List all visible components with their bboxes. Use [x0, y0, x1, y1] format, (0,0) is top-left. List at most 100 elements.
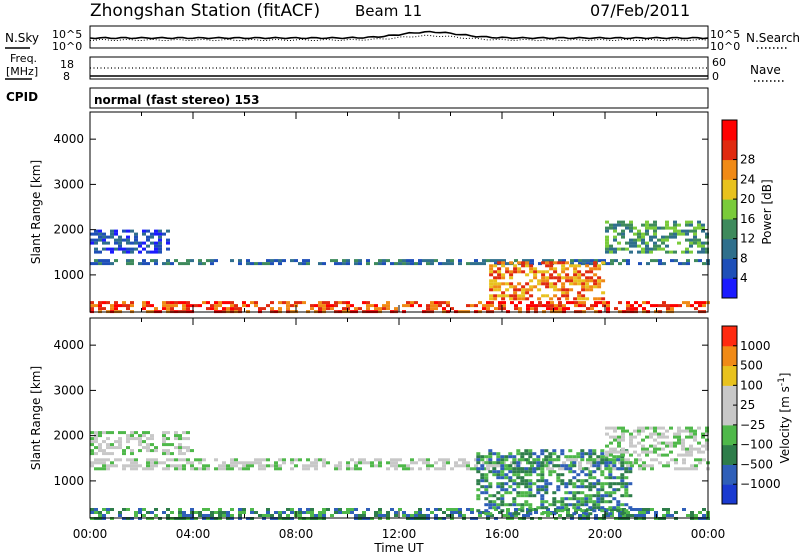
velocity-cell: [354, 514, 358, 517]
velocity-cell: [520, 509, 525, 513]
velocity-cell: [222, 464, 226, 468]
power-cell: [446, 301, 450, 305]
velocity-cell: [254, 461, 258, 465]
power-cell: [222, 301, 226, 305]
power-cell: [677, 223, 681, 227]
colorbar-tick-label: −500: [740, 457, 773, 471]
velocity-cell: [564, 455, 569, 459]
power-cell: [134, 232, 138, 236]
velocity-cell: [430, 511, 434, 514]
power-cell: [170, 262, 174, 266]
x-tick-label: 00:00: [691, 527, 726, 541]
power-cell: [621, 223, 625, 227]
velocity-cell: [338, 461, 342, 465]
velocity-cell: [414, 461, 418, 465]
velocity-cell: [674, 458, 678, 462]
velocity-cell: [406, 467, 410, 471]
velocity-cell: [594, 514, 598, 517]
power-cell: [513, 288, 518, 292]
velocity-cell: [584, 479, 589, 483]
velocity-cell: [480, 473, 485, 477]
power-cell: [653, 226, 657, 230]
power-cell: [493, 279, 498, 283]
power-cell: [98, 229, 102, 233]
velocity-cell: [186, 431, 190, 435]
velocity-cell: [532, 458, 537, 462]
velocity-cell: [338, 467, 342, 471]
velocity-cell: [701, 444, 705, 448]
velocity-cell: [394, 514, 398, 517]
velocity-cell: [572, 464, 577, 468]
velocity-cell: [488, 455, 493, 459]
power-cell: [517, 267, 522, 271]
velocity-cell: [462, 464, 466, 468]
velocity-cell: [540, 470, 545, 474]
power-cell: [521, 294, 526, 298]
power-cell: [150, 241, 154, 245]
velocity-cell: [286, 508, 290, 511]
velocity-cell: [514, 464, 518, 468]
power-cell: [702, 301, 706, 305]
velocity-cell: [613, 435, 617, 439]
velocity-cell: [638, 467, 642, 471]
power-cell: [605, 220, 609, 224]
velocity-cell: [126, 458, 130, 462]
velocity-cell: [106, 508, 110, 511]
power-cell: [126, 229, 130, 233]
velocity-cell: [338, 464, 342, 468]
power-cell: [518, 307, 522, 311]
velocity-cell: [572, 503, 577, 507]
power-cell: [613, 250, 617, 254]
velocity-cell: [266, 511, 270, 514]
velocity-cell: [230, 458, 234, 462]
velocity-cell: [560, 482, 565, 486]
power-cell: [701, 250, 705, 254]
power-cell: [622, 259, 626, 263]
velocity-cell: [446, 458, 450, 462]
velocity-cell: [438, 458, 442, 462]
power-cell: [629, 229, 633, 233]
power-cell: [178, 262, 182, 266]
velocity-cell: [548, 452, 553, 456]
power-cell: [666, 307, 670, 311]
velocity-cell: [628, 482, 633, 486]
velocity-cell: [544, 449, 549, 453]
power-cell: [573, 267, 578, 271]
power-cell: [354, 259, 358, 263]
power-cell: [537, 282, 542, 286]
velocity-cell: [476, 467, 481, 471]
power-cell: [318, 262, 322, 266]
velocity-cell: [386, 511, 390, 514]
velocity-cell: [588, 494, 593, 498]
power-cell: [557, 288, 562, 292]
power-cell: [162, 232, 166, 236]
velocity-cell: [596, 491, 601, 495]
velocity-cell: [114, 458, 118, 462]
velocity-cell: [617, 426, 621, 430]
freq-label: Freq.: [10, 52, 37, 65]
power-cell: [90, 241, 94, 245]
velocity-cell: [689, 429, 693, 433]
power-cell: [194, 304, 198, 308]
power-cell: [693, 241, 697, 245]
power-cell: [102, 238, 106, 242]
power-cell: [590, 262, 594, 266]
velocity-cell: [661, 435, 665, 439]
power-cell: [681, 229, 685, 233]
velocity-cell: [170, 464, 174, 468]
velocity-cell: [458, 464, 462, 468]
velocity-cell: [532, 452, 537, 456]
power-cell: [553, 285, 558, 289]
power-cell: [94, 250, 98, 254]
velocity-cell: [398, 508, 402, 511]
cpid-label: CPID: [6, 90, 38, 104]
velocity-cell: [690, 511, 694, 514]
velocity-cell: [118, 440, 122, 444]
power-cell: [270, 307, 274, 311]
velocity-cell: [566, 514, 570, 517]
power-cell: [166, 301, 170, 305]
power-cell: [613, 235, 617, 239]
power-cell: [565, 276, 570, 280]
power-cell: [517, 270, 522, 274]
velocity-cell: [626, 511, 630, 514]
